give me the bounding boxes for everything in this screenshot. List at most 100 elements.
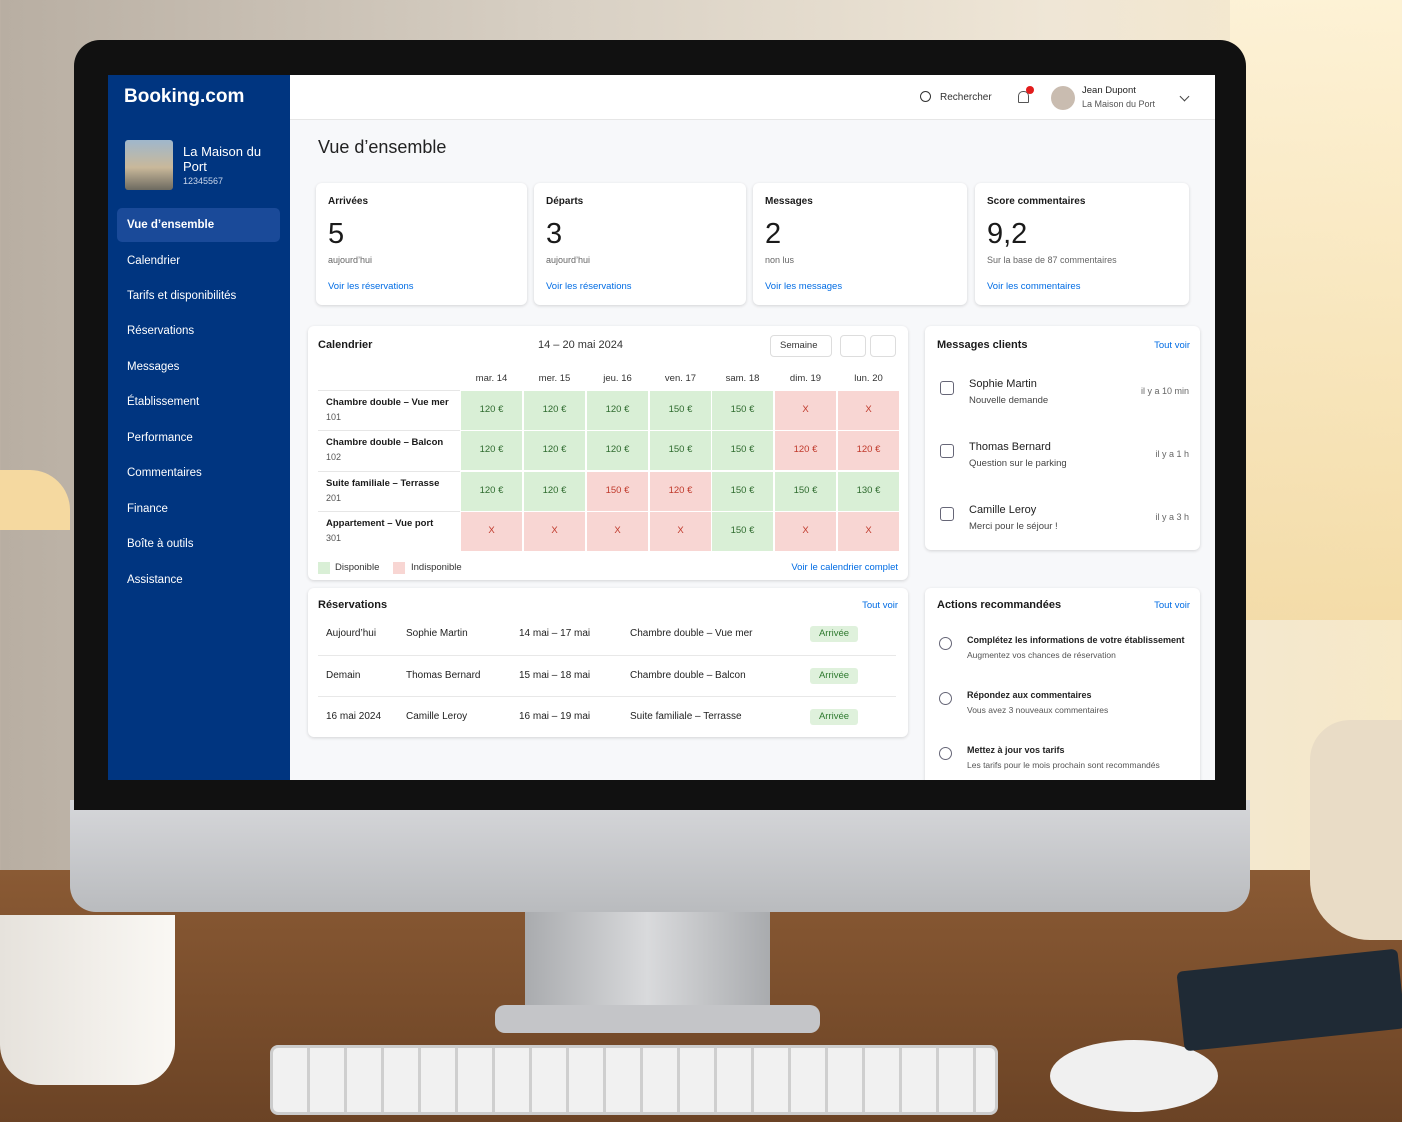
plant-pot (1310, 720, 1402, 940)
action-icon (939, 637, 952, 650)
row-divider (318, 655, 896, 656)
nav-item[interactable]: Vue d’ensemble (127, 219, 215, 232)
calendar-cell[interactable] (523, 390, 586, 431)
nav-item[interactable]: Finance (127, 503, 168, 516)
nav-item[interactable]: Tarifs et disponibilités (127, 290, 237, 303)
calendar-cell[interactable] (837, 511, 900, 552)
card-link[interactable]: Voir les commentaires (987, 281, 1081, 293)
message-sender[interactable]: Sophie Martin (969, 378, 1037, 391)
calendar-cell[interactable] (586, 390, 649, 431)
bell-icon[interactable] (1018, 91, 1029, 103)
calendar-cell[interactable] (774, 430, 837, 471)
calendar-link[interactable]: Voir le calendrier complet (791, 562, 898, 574)
calendar-cell[interactable] (523, 430, 586, 471)
next-button[interactable] (870, 335, 896, 357)
nav-item[interactable]: Calendrier (127, 255, 181, 268)
messages-link[interactable]: Tout voir (1154, 340, 1190, 352)
cell-value: 120 € (479, 485, 504, 497)
calendar-cell[interactable] (711, 390, 774, 431)
calendar-cell[interactable] (523, 511, 586, 552)
reservations-link[interactable]: Tout voir (862, 600, 898, 612)
cell-value: 120 € (542, 485, 567, 497)
nav-item[interactable]: Messages (127, 361, 180, 374)
calendar-cell[interactable] (523, 471, 586, 512)
day-header: ven. 17 (664, 373, 697, 385)
room-number: 101 (326, 411, 342, 422)
calendar-cell[interactable] (586, 511, 649, 552)
calendar-cell[interactable] (649, 390, 712, 431)
reservation-cell: Chambre double – Balcon (630, 670, 746, 681)
card-value: 5 (328, 217, 345, 250)
prev-button[interactable] (840, 335, 866, 357)
reservation-cell: Aujourd’hui (326, 628, 377, 639)
nav-item[interactable]: Performance (127, 432, 193, 445)
calendar-cell[interactable] (649, 511, 712, 552)
action-title[interactable]: Mettez à jour vos tarifs (967, 744, 1065, 755)
message-text: Merci pour le séjour ! (969, 521, 1058, 533)
nav-item[interactable]: Assistance (127, 574, 183, 587)
card-link[interactable]: Voir les messages (765, 281, 843, 293)
message-time: il y a 1 h (1155, 448, 1189, 459)
day-header: sam. 18 (725, 373, 760, 385)
calendar-cell[interactable] (774, 390, 837, 431)
cell-value: X (614, 525, 621, 537)
message-sender[interactable]: Camille Leroy (969, 504, 1037, 517)
reservation-cell: Demain (326, 670, 361, 681)
cell-value: 120 € (479, 404, 504, 416)
actions-link[interactable]: Tout voir (1154, 600, 1190, 612)
nav-item[interactable]: Boîte à outils (127, 538, 194, 551)
calendar-cell[interactable] (711, 430, 774, 471)
reservation-cell: Suite familiale – Terrasse (630, 711, 742, 722)
calendar-cell[interactable] (711, 511, 774, 552)
room-number: 301 (326, 532, 342, 543)
nav-item[interactable]: Commentaires (127, 467, 202, 480)
monitor-chin (70, 800, 1250, 912)
nav-item[interactable]: Réservations (127, 325, 195, 338)
page-title: Vue d’ensemble (318, 137, 447, 158)
card-sub: Sur la base de 87 commentaires (987, 254, 1117, 265)
calendar-cell[interactable] (460, 390, 523, 431)
search[interactable]: Rechercher (940, 92, 992, 103)
nav-item[interactable]: Établissement (127, 396, 200, 409)
calendar-cell[interactable] (460, 430, 523, 471)
cell-value: X (551, 525, 558, 537)
calendar-cell[interactable] (460, 511, 523, 552)
reservation-cell: Chambre double – Vue mer (630, 628, 753, 639)
card-link[interactable]: Voir les réservations (328, 281, 414, 293)
actions-title: Actions recommandées (937, 599, 1062, 612)
card-label: Score commentaires (987, 196, 1086, 207)
message-sender[interactable]: Thomas Bernard (969, 441, 1051, 454)
action-title[interactable]: Complétez les informations de votre étab… (967, 634, 1185, 645)
reservation-cell: Thomas Bernard (406, 670, 481, 681)
cell-value: X (802, 525, 809, 537)
calendar-cell[interactable] (837, 430, 900, 471)
cell-value: 150 € (793, 485, 818, 497)
reservation-cell: 14 mai – 17 mai (519, 628, 591, 639)
status-badge-label: Arrivée (818, 628, 850, 640)
message-icon (940, 381, 954, 395)
view-select-label[interactable]: Semaine (780, 340, 818, 352)
message-time: il y a 3 h (1155, 511, 1189, 522)
cell-value: 120 € (668, 485, 693, 497)
window-light (1230, 0, 1402, 620)
day-header: mer. 15 (538, 373, 571, 385)
calendar-cell[interactable] (586, 471, 649, 512)
card-link[interactable]: Voir les réservations (546, 281, 632, 293)
card-label: Départs (546, 196, 584, 207)
stat-card (316, 183, 527, 305)
messages-title: Messages clients (937, 339, 1028, 352)
action-title[interactable]: Répondez aux commentaires (967, 689, 1092, 700)
view-select[interactable] (770, 335, 832, 357)
legend-label: Disponible (335, 562, 380, 574)
sidebar (108, 75, 290, 780)
status-badge-label: Arrivée (818, 670, 850, 682)
calendar-cell[interactable] (586, 430, 649, 471)
calendar-cell[interactable] (649, 471, 712, 512)
cell-value: 150 € (668, 444, 693, 456)
cell-value: 130 € (856, 485, 881, 497)
messages-card (925, 326, 1200, 550)
property-id: 12345567 (183, 175, 224, 186)
calendar-cell[interactable] (649, 430, 712, 471)
mouse (1050, 1040, 1218, 1112)
calendar-cell[interactable] (774, 511, 837, 552)
